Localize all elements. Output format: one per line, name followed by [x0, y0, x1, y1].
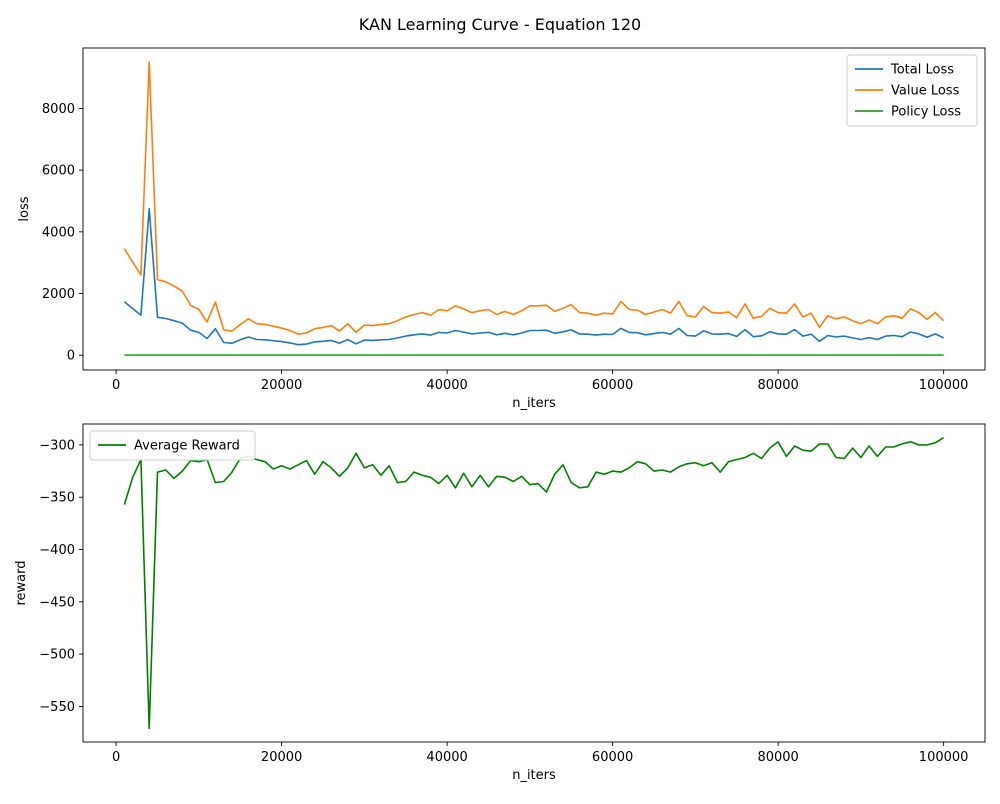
legend: Average Reward: [89, 430, 256, 461]
y-axis-label: reward: [14, 560, 29, 605]
y-tick-label: −450: [39, 595, 75, 610]
legend-label: Total Loss: [890, 63, 954, 78]
x-tick-label: 100000: [919, 750, 969, 765]
x-axis-label: n_iters: [512, 768, 556, 783]
legend-box: [89, 430, 256, 461]
y-tick-label: −300: [39, 438, 75, 453]
x-tick-label: 0: [112, 378, 120, 393]
x-tick-label: 60000: [592, 750, 633, 765]
x-tick-label: 40000: [426, 378, 467, 393]
legend-label: Value Loss: [891, 84, 960, 99]
y-tick-label: 2000: [42, 287, 75, 302]
series-line-total-loss: [123, 207, 944, 346]
y-tick-label: −550: [39, 700, 75, 715]
loss-chart: 0 20000 40000 60000 80000 100000 0 2000 4000 6000…: [17, 47, 986, 411]
series-line-average-reward: [123, 436, 945, 730]
plot-area: [123, 61, 945, 356]
series-line-value-loss: [123, 61, 945, 336]
x-axis-label: n_iters: [512, 396, 556, 411]
figure-title: KAN Learning Curve - Equation 120: [359, 15, 641, 34]
x-tick-label: 0: [112, 750, 120, 765]
reward-chart: 0 20000 40000 60000 80000 100000 −550 −500 −450 −…: [14, 423, 986, 783]
y-tick-label: 6000: [42, 164, 75, 179]
y-tick-label: −350: [39, 491, 75, 506]
x-tick-label: 80000: [757, 750, 798, 765]
plot-area: [123, 436, 945, 730]
x-tick-label: 60000: [592, 378, 633, 393]
legend-label: Policy Loss: [891, 105, 961, 120]
y-tick-label: 0: [67, 349, 75, 364]
axes-frame: [82, 47, 986, 371]
x-tick-label: 40000: [426, 750, 467, 765]
x-tick-label: 20000: [261, 750, 302, 765]
x-tick-label: 100000: [919, 378, 969, 393]
legend-label: Average Reward: [134, 439, 240, 454]
x-tick-label: 20000: [261, 378, 302, 393]
axes-frame: [82, 423, 986, 743]
y-tick-label: 8000: [42, 102, 75, 117]
legend-box: [846, 54, 978, 127]
y-tick-label: −500: [39, 648, 75, 663]
y-tick-label: −400: [39, 543, 75, 558]
y-tick-label: 4000: [42, 225, 75, 240]
y-axis-label: loss: [17, 196, 32, 221]
x-tick-label: 80000: [757, 378, 798, 393]
legend: Total Loss Value Loss Policy Loss: [846, 54, 978, 127]
